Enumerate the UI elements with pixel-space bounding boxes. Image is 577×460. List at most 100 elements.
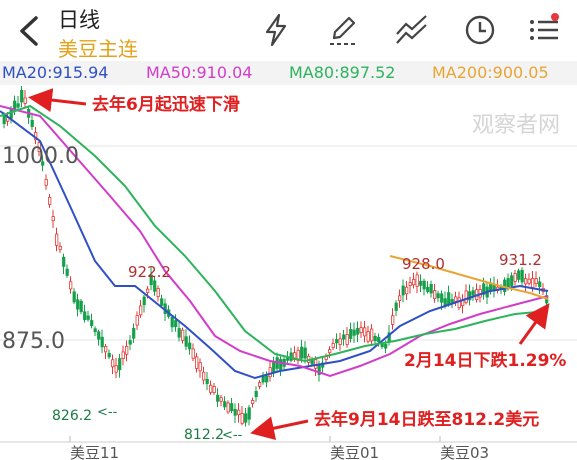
candle [233, 409, 237, 416]
candle [503, 279, 507, 292]
price-label-low: 812.2 [184, 427, 224, 443]
candle [391, 315, 395, 325]
candle [20, 89, 24, 103]
candle [48, 197, 52, 205]
ma-lines [0, 104, 549, 380]
candle [58, 245, 62, 250]
candle [443, 298, 447, 306]
ma-line [0, 104, 549, 363]
candle [433, 290, 437, 299]
annotation-text: 去年6月起迅速下滑 [92, 94, 240, 115]
candle [401, 285, 405, 296]
watermark-logo: 观察者网 [472, 113, 560, 138]
candle [303, 347, 307, 359]
candle [41, 161, 45, 166]
candle [174, 320, 178, 328]
candle [531, 278, 535, 289]
candle [198, 362, 202, 372]
candle [62, 256, 66, 267]
candle [538, 281, 542, 288]
candle [412, 279, 416, 286]
ma-line [389, 255, 549, 300]
candle [93, 328, 97, 333]
low-marker: <-- [222, 428, 243, 443]
candle [79, 300, 83, 313]
draw-button[interactable] [326, 12, 362, 48]
candle [191, 348, 195, 359]
candle [366, 331, 370, 342]
candle [384, 343, 388, 349]
candle [377, 336, 381, 343]
candle [520, 269, 524, 283]
candle [153, 280, 157, 292]
candle [135, 315, 139, 326]
candle [429, 284, 433, 294]
candle [265, 375, 269, 383]
candle [244, 413, 248, 423]
candle [72, 291, 76, 303]
candle [205, 378, 209, 385]
candles [2, 86, 549, 427]
candle [30, 120, 34, 127]
candle [226, 402, 230, 413]
candle [16, 103, 20, 108]
candle [517, 270, 521, 280]
candle [177, 328, 181, 338]
candle [247, 407, 251, 420]
candle [65, 268, 69, 276]
instrument-name: 美豆主连 [58, 37, 138, 61]
candle [468, 291, 472, 301]
candle [373, 335, 377, 342]
pencil-icon [330, 16, 358, 45]
candle [436, 293, 440, 299]
candle [55, 233, 59, 246]
candle [146, 288, 150, 293]
price-label-high: 928.0 [402, 255, 445, 273]
ma-line [0, 110, 549, 380]
lightning-button[interactable] [258, 12, 294, 48]
candle [524, 278, 528, 285]
candle [352, 329, 356, 336]
candle [398, 295, 402, 302]
x-tick-label: 美豆11 [70, 444, 119, 460]
candle [342, 334, 346, 340]
candle [90, 320, 94, 326]
ma80-value: MA80:897.52 [289, 63, 396, 82]
candle [359, 327, 363, 333]
candle [111, 359, 115, 368]
candle [188, 342, 192, 350]
candle [310, 359, 314, 365]
candle [223, 401, 227, 408]
candle [506, 278, 510, 288]
price-label-low: 826.2 [52, 408, 92, 424]
trend-lines-icon [396, 15, 427, 44]
candle [83, 311, 87, 321]
candle [69, 281, 73, 290]
candle [419, 280, 423, 286]
candlestick-chart[interactable]: 观察者网 1000.0 875.0 922.2 928.0 931.2 826.… [0, 86, 577, 460]
price-label-high: 922.2 [128, 263, 171, 281]
candle [440, 293, 444, 303]
candle [118, 358, 122, 371]
back-button[interactable] [14, 14, 44, 48]
indicator-button[interactable] [394, 12, 430, 48]
candle [2, 115, 6, 125]
price-label-high: 931.2 [499, 251, 542, 269]
candle [230, 403, 234, 412]
chevron-left-icon [20, 16, 38, 46]
candle [23, 97, 27, 104]
candle [482, 283, 486, 295]
ma20-value: MA20:915.94 [2, 63, 109, 82]
candle [216, 394, 220, 402]
candle [107, 352, 111, 358]
candle [209, 384, 213, 393]
low-marker: <-- [97, 405, 118, 420]
history-button[interactable] [462, 12, 498, 48]
ma50-value: MA50:910.04 [146, 63, 253, 82]
menu-button[interactable] [526, 12, 562, 48]
clock-icon [465, 15, 495, 45]
candle [139, 305, 143, 316]
candle [121, 351, 125, 360]
candle [370, 328, 374, 342]
candle [240, 413, 244, 424]
